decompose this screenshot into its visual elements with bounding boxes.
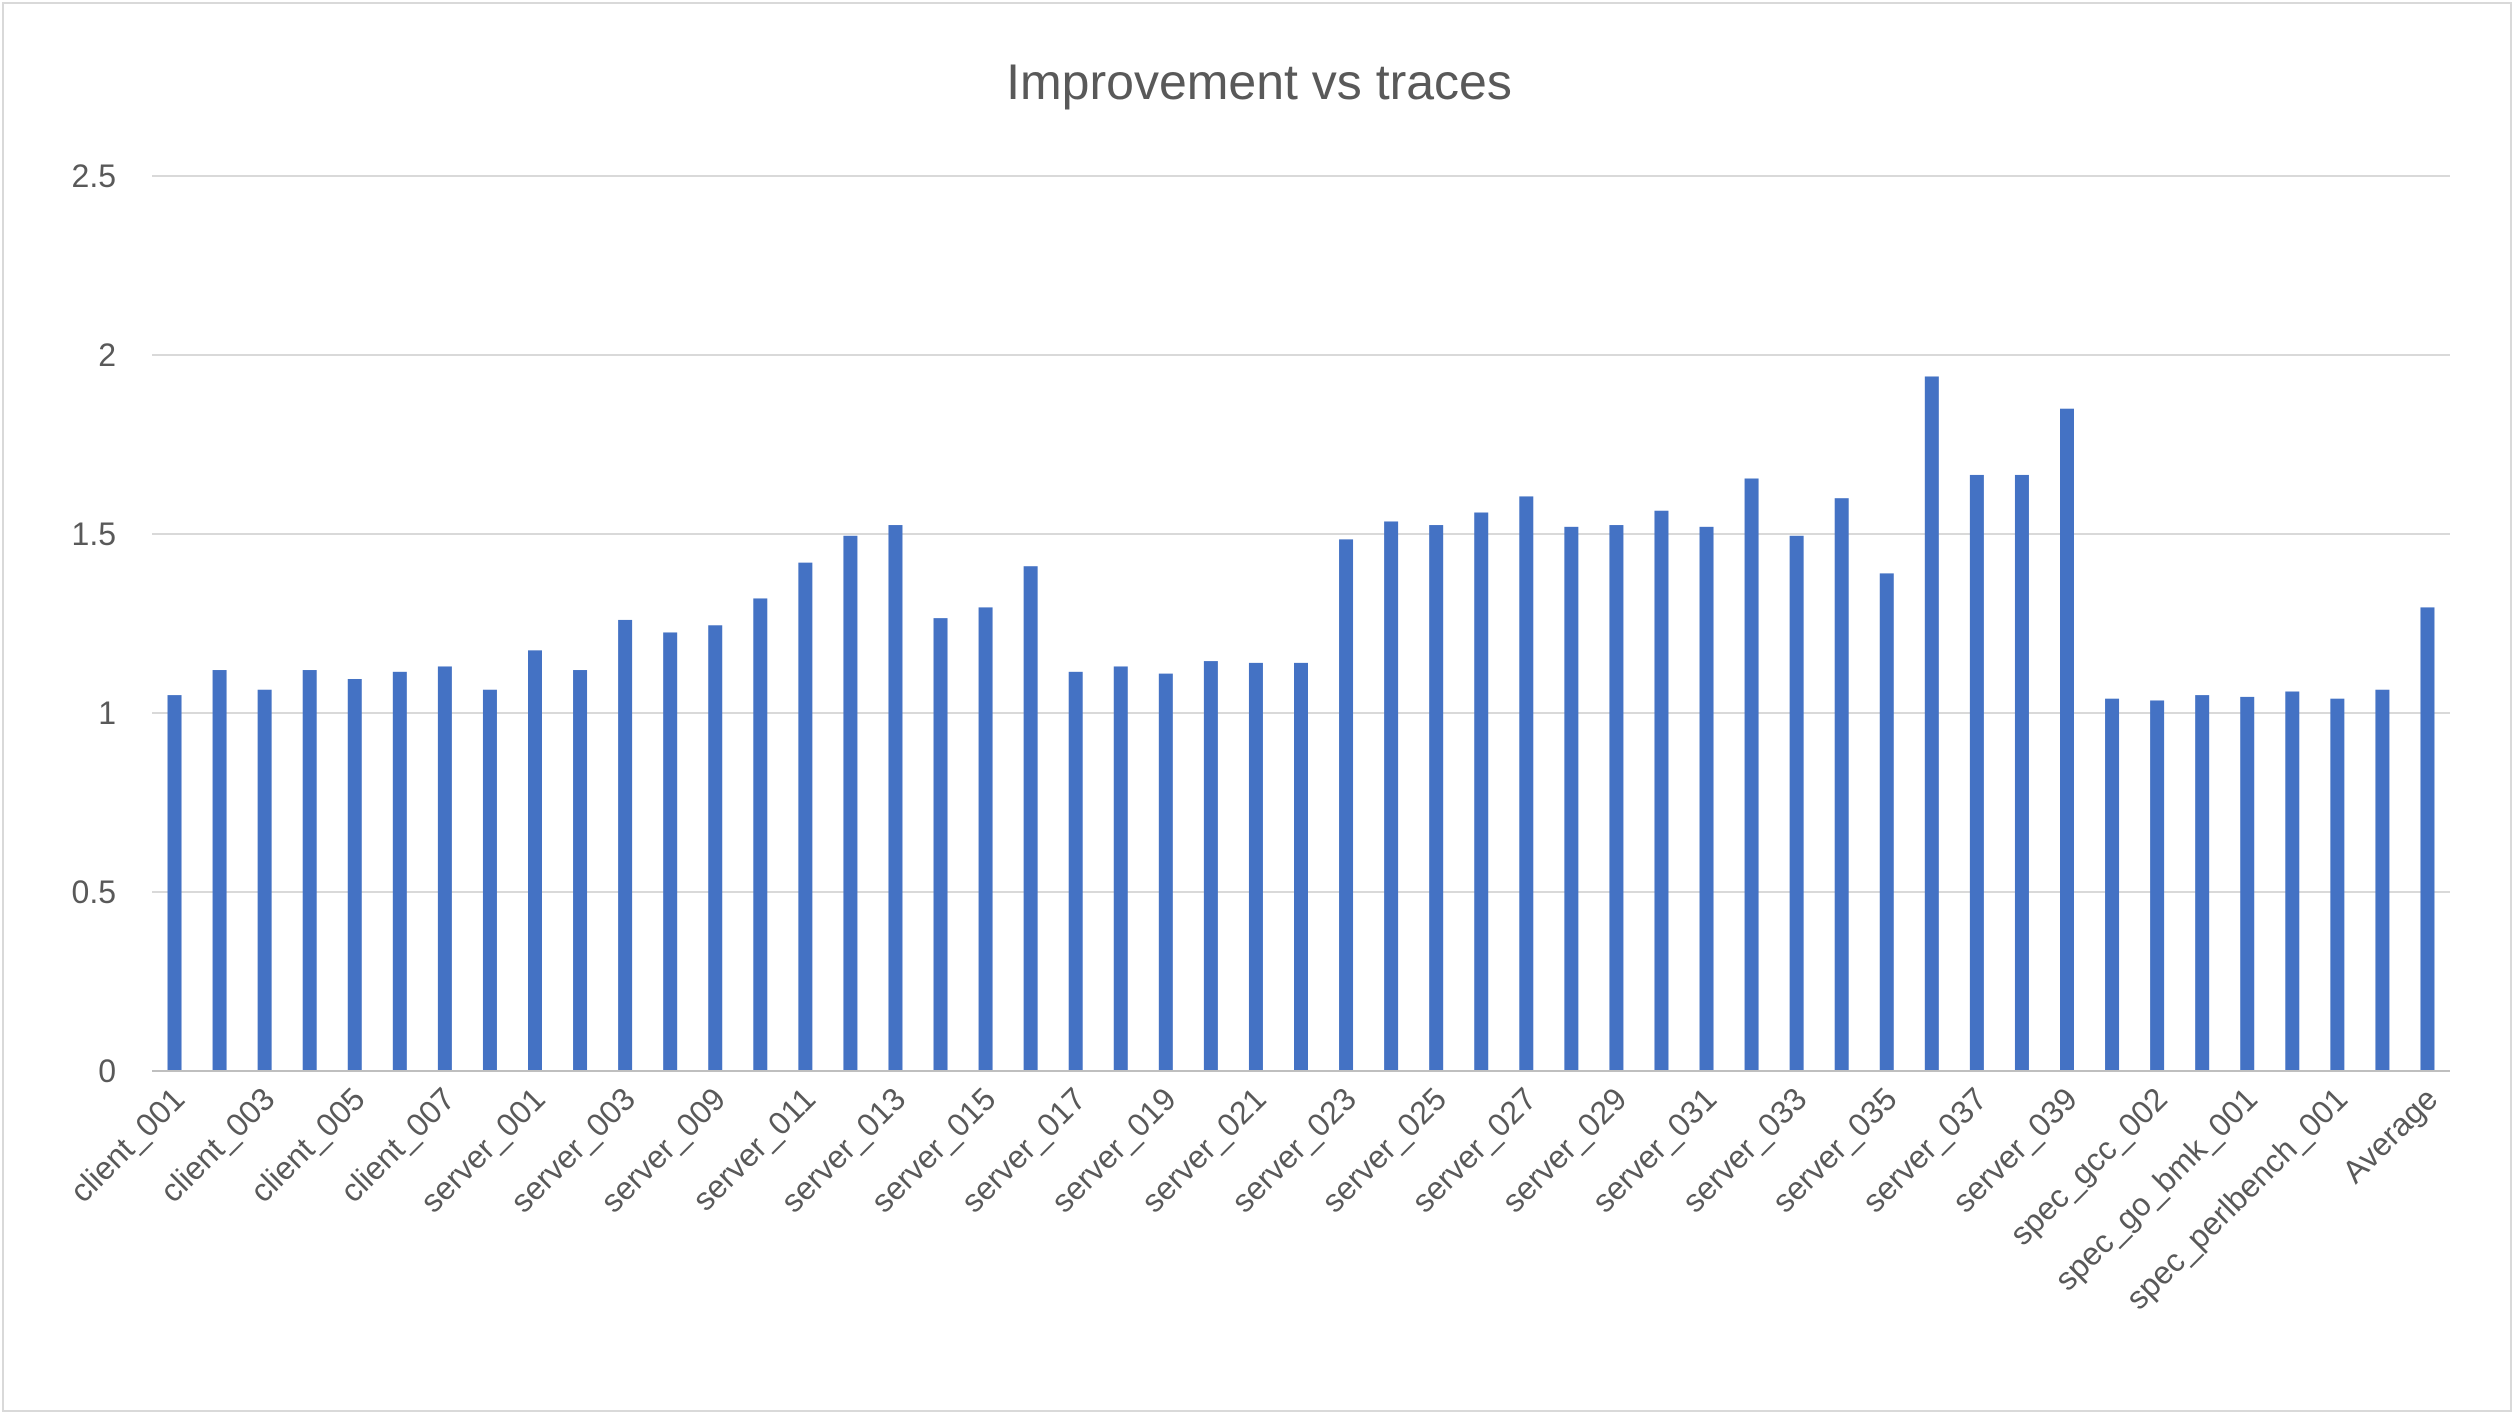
x-tick-label: Average <box>2335 1080 2444 1189</box>
bar <box>1248 662 1263 1071</box>
bar <box>618 619 633 1071</box>
bar-chart: Improvement vs traces 0 0.5 1 1.5 2 2.5 clien… <box>63 54 2450 1316</box>
bar <box>663 632 678 1071</box>
bar <box>1068 671 1083 1071</box>
bar <box>2285 691 2300 1071</box>
bar <box>2330 698 2345 1071</box>
bar <box>1789 535 1804 1071</box>
bar <box>1879 573 1894 1071</box>
y-tick-label: 2.5 <box>72 158 116 194</box>
bars <box>167 376 2435 1072</box>
y-tick-label: 0 <box>98 1053 116 1089</box>
bar <box>1384 521 1399 1071</box>
bar <box>753 598 768 1071</box>
y-axis-ticks: 0 0.5 1 1.5 2 2.5 <box>72 158 116 1089</box>
bar <box>167 695 182 1071</box>
y-tick-label: 0.5 <box>72 874 116 910</box>
bar <box>888 525 903 1071</box>
bar <box>798 562 813 1071</box>
bar <box>2105 698 2120 1071</box>
bar <box>1519 496 1534 1071</box>
y-tick-label: 1.5 <box>72 516 116 552</box>
bar <box>1294 662 1308 1071</box>
chart-title: Improvement vs traces <box>1006 54 1512 110</box>
bar <box>1699 526 1714 1071</box>
bar <box>1609 525 1624 1071</box>
bar <box>2375 689 2390 1071</box>
y-tick-label: 2 <box>98 337 116 373</box>
bar <box>1564 526 1579 1071</box>
bar <box>2150 700 2165 1071</box>
bar <box>482 689 497 1071</box>
bar <box>212 670 227 1071</box>
bar <box>2420 607 2435 1071</box>
bar <box>392 671 407 1071</box>
x-tick-label: spec_gcc_002 <box>2003 1080 2174 1251</box>
bar <box>1158 673 1173 1071</box>
bar <box>1969 474 1984 1071</box>
bar <box>2240 696 2255 1071</box>
bar <box>302 670 317 1071</box>
x-axis-ticks: client_001client_003client_005client_007… <box>63 1080 2445 1316</box>
bar <box>2060 408 2074 1071</box>
bar <box>2195 695 2210 1071</box>
bar <box>1429 525 1444 1071</box>
bar <box>528 650 542 1071</box>
bar <box>1203 661 1218 1071</box>
bar <box>2014 474 2029 1071</box>
bar <box>347 678 362 1071</box>
bar <box>978 607 993 1071</box>
bar <box>1834 498 1849 1071</box>
bar <box>1654 510 1669 1072</box>
bar <box>1924 376 1939 1072</box>
bar <box>1339 539 1354 1071</box>
bar <box>437 666 452 1071</box>
bar <box>933 618 948 1071</box>
bar <box>708 625 723 1071</box>
bar <box>1023 566 1038 1071</box>
bar <box>1113 666 1128 1071</box>
bar <box>843 535 858 1071</box>
bar <box>573 670 588 1071</box>
bar <box>1474 512 1489 1071</box>
bar <box>257 689 272 1071</box>
y-tick-label: 1 <box>98 695 116 731</box>
bar <box>1744 478 1759 1071</box>
